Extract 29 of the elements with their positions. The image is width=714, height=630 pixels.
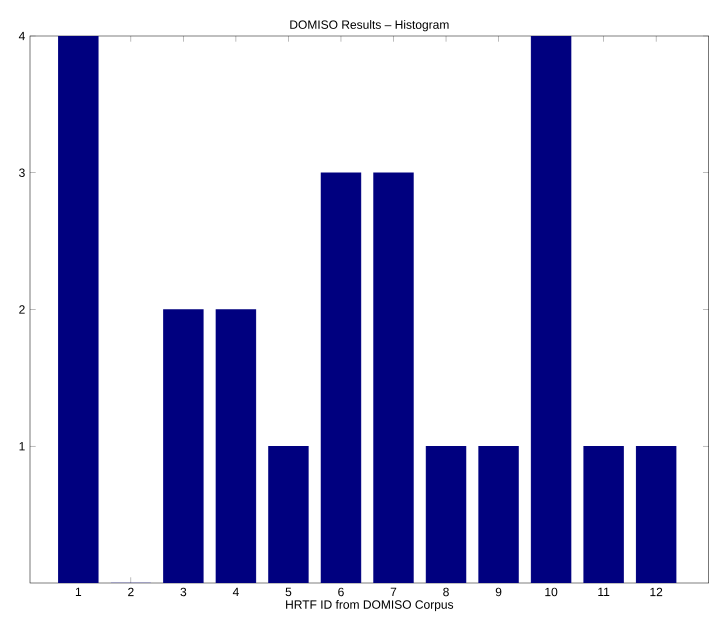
- bar: [426, 446, 466, 583]
- chart-title: DOMISO Results – Histogram: [290, 20, 449, 32]
- y-tick-label: 1: [20, 442, 25, 450]
- x-tick-label: 8: [443, 588, 449, 596]
- x-tick-label: 1: [76, 588, 82, 596]
- bar: [636, 446, 676, 583]
- x-axis-title: HRTF ID from DOMISO Corpus: [286, 600, 454, 612]
- y-tick-label: 3: [19, 168, 25, 177]
- x-tick-label: 11: [598, 588, 610, 596]
- x-tick-label: 5: [286, 588, 292, 596]
- x-tick-label: 9: [496, 588, 502, 596]
- bar: [373, 172, 414, 583]
- x-tick-label: 4: [232, 588, 239, 596]
- x-tick-label: 2: [128, 588, 134, 596]
- bar: [478, 446, 519, 583]
- y-tick-label: 2: [19, 305, 25, 314]
- y-tick-label: 4: [18, 32, 25, 40]
- bar: [58, 36, 99, 583]
- bar: [163, 309, 204, 583]
- x-tick-label: 12: [650, 588, 662, 596]
- x-tick-label: 3: [180, 588, 186, 596]
- x-tick-label: 7: [390, 588, 396, 596]
- bar: [583, 446, 624, 583]
- x-tick-label: 6: [338, 588, 344, 596]
- bar: [216, 309, 256, 583]
- bar: [530, 36, 572, 583]
- bar: [320, 172, 362, 583]
- x-tick-label: 10: [545, 588, 558, 596]
- bar: [268, 446, 309, 583]
